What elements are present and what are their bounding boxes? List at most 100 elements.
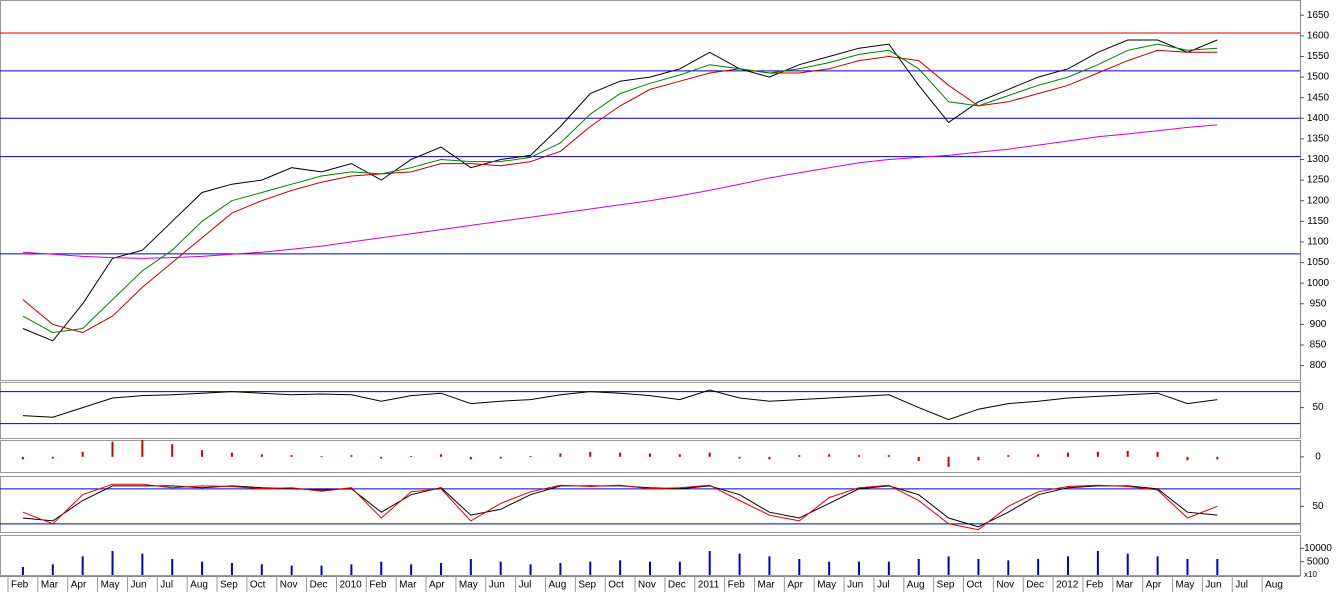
- x-tick-label: Mar: [41, 580, 59, 591]
- x-tick-label: Dec: [310, 580, 328, 591]
- x-tick-label: Feb: [1086, 580, 1104, 591]
- bar: [111, 441, 114, 457]
- x-tick-label: Apr: [71, 580, 87, 591]
- bar: [678, 561, 681, 575]
- bar: [469, 559, 472, 575]
- bar: [858, 455, 861, 457]
- x-tick-label: Jun: [489, 580, 505, 591]
- x-tick-label: Aug: [190, 580, 208, 591]
- bar: [290, 455, 293, 457]
- bar: [1126, 450, 1129, 457]
- bar: [1186, 559, 1189, 575]
- bar: [828, 454, 831, 457]
- bar: [917, 559, 920, 575]
- x-tick-label: Jul: [160, 580, 173, 591]
- bar: [410, 564, 413, 575]
- bar: [469, 456, 472, 460]
- bar: [21, 567, 24, 575]
- bar: [947, 556, 950, 575]
- x-tick-label: Feb: [369, 580, 387, 591]
- bar: [619, 452, 622, 457]
- bar: [1156, 451, 1159, 457]
- bar: [350, 455, 353, 457]
- bar: [439, 563, 442, 575]
- x-tick-label: Feb: [728, 580, 746, 591]
- bar: [350, 564, 353, 575]
- x-tick-label: Jun: [1205, 580, 1221, 591]
- x-tick-label: Jul: [519, 580, 532, 591]
- bar: [887, 561, 890, 575]
- bar: [648, 561, 651, 575]
- x-tick-label: Nov: [280, 580, 298, 591]
- x-tick-label: Nov: [638, 580, 656, 591]
- y-tick-label: 1150: [1307, 216, 1329, 227]
- bar: [1007, 455, 1010, 457]
- bar: [1067, 556, 1070, 575]
- bar: [1096, 451, 1099, 457]
- bar: [768, 456, 771, 460]
- x-tick-label: Aug: [548, 580, 566, 591]
- bar: [798, 559, 801, 575]
- x-tick-label: Aug: [1265, 580, 1283, 591]
- x-tick-label: Sep: [937, 580, 955, 591]
- y-tick-label: 1650: [1307, 10, 1330, 21]
- bar: [977, 456, 980, 461]
- x-tick-label: 2012: [1056, 580, 1079, 591]
- bar: [977, 559, 980, 575]
- x-tick-label: 2011: [698, 580, 720, 591]
- bar: [111, 551, 114, 575]
- bar: [1126, 553, 1129, 575]
- bar: [439, 454, 442, 457]
- bar: [230, 563, 233, 575]
- bar: [648, 453, 651, 457]
- bar: [201, 450, 204, 457]
- bar: [1186, 456, 1189, 461]
- bar: [21, 456, 24, 460]
- x-tick-label: Apr: [787, 580, 803, 591]
- bar: [1216, 559, 1219, 575]
- y-tick-label: 1250: [1307, 175, 1330, 186]
- bar: [1037, 559, 1040, 575]
- bar: [708, 551, 711, 575]
- x-tick-label: Jun: [130, 580, 146, 591]
- x-tick-label: 2010: [339, 580, 362, 591]
- x-tick-label: May: [1176, 580, 1195, 591]
- y-tick-label: 900: [1310, 319, 1327, 330]
- bar: [380, 456, 383, 459]
- y-tick-label: 1000: [1307, 278, 1330, 289]
- bar: [1007, 560, 1010, 575]
- bar: [589, 451, 592, 457]
- bar: [290, 565, 293, 575]
- y-tick-label: 1400: [1307, 113, 1330, 124]
- bar: [619, 560, 622, 575]
- series-line: [22, 483, 1218, 531]
- y-tick-label: 0: [1315, 451, 1321, 462]
- bar: [201, 561, 204, 575]
- bar: [559, 563, 562, 575]
- y-tick-label: 850: [1310, 340, 1327, 351]
- bar: [1096, 551, 1099, 575]
- x-tick-label: Aug: [907, 580, 925, 591]
- x-tick-label: Sep: [578, 580, 596, 591]
- x-tick-label: Nov: [996, 580, 1014, 591]
- y-tick-label: 1350: [1307, 134, 1330, 145]
- x-tick-label: Sep: [220, 580, 238, 591]
- x-tick-label: Oct: [967, 580, 983, 591]
- x-tick-label: Mar: [1116, 580, 1134, 591]
- bar: [171, 559, 174, 575]
- bar: [529, 564, 532, 575]
- bar: [380, 561, 383, 575]
- x-tick-label: Jun: [847, 580, 863, 591]
- y-tick-label: 1450: [1307, 92, 1330, 103]
- bar: [230, 452, 233, 457]
- y-tick-label: 1100: [1307, 237, 1329, 248]
- bar: [260, 564, 263, 575]
- x-tick-label: Apr: [429, 580, 445, 591]
- bar: [81, 556, 84, 575]
- x-tick-label: Oct: [250, 580, 266, 591]
- bar: [81, 451, 84, 457]
- bar: [1067, 452, 1070, 457]
- bar: [678, 454, 681, 457]
- y-tick-label: 1050: [1307, 257, 1330, 268]
